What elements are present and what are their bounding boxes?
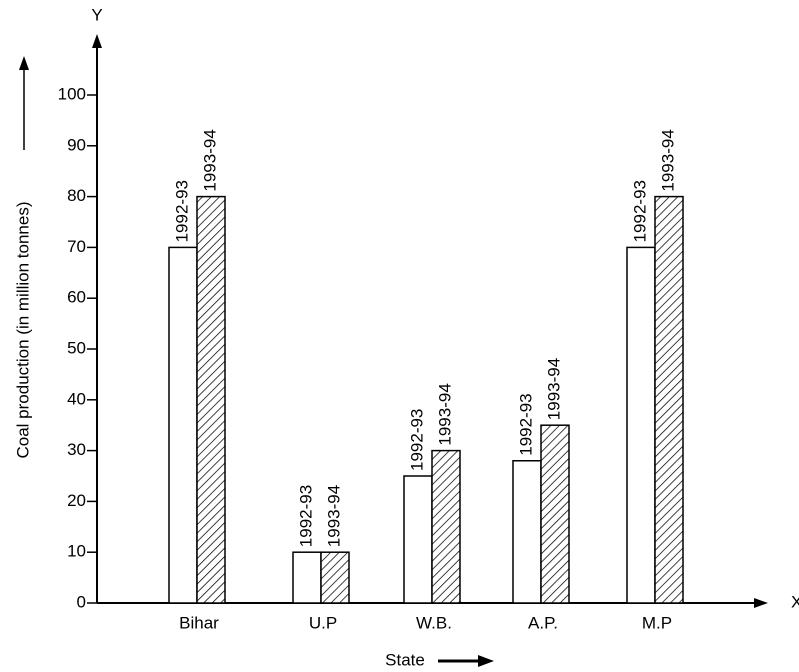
bar-series-label: 1993-94 bbox=[200, 129, 219, 191]
x-axis-letter: X bbox=[791, 592, 799, 611]
bar bbox=[403, 475, 433, 604]
x-tick-label: Bihar bbox=[179, 613, 219, 632]
bar-series-label: 1993-94 bbox=[324, 485, 343, 547]
bar-series-label: 1993-94 bbox=[544, 358, 563, 420]
x-axis-title: State bbox=[385, 650, 425, 669]
y-axis-letter: Y bbox=[91, 5, 102, 24]
y-tick-label: 50 bbox=[67, 338, 86, 357]
bar bbox=[320, 551, 350, 604]
x-axis-arrow bbox=[754, 598, 768, 608]
y-tick-label: 10 bbox=[67, 542, 86, 561]
y-title-arrowhead bbox=[19, 56, 29, 70]
bar bbox=[512, 460, 542, 604]
bar bbox=[626, 246, 656, 604]
bar-series-label: 1993-94 bbox=[658, 129, 677, 191]
y-tick-label: 90 bbox=[67, 135, 86, 154]
y-tick-label: 20 bbox=[67, 491, 86, 510]
bar bbox=[540, 424, 570, 604]
y-axis-arrow bbox=[92, 34, 102, 48]
y-tick-label: 100 bbox=[58, 84, 86, 103]
x-title-arrowhead bbox=[478, 655, 494, 667]
bar bbox=[431, 449, 461, 604]
y-tick-label: 70 bbox=[67, 237, 86, 256]
bar-series-label: 1992-93 bbox=[516, 393, 535, 455]
y-tick-label: 30 bbox=[67, 440, 86, 459]
y-tick-label: 80 bbox=[67, 186, 86, 205]
bar-series-label: 1992-93 bbox=[172, 180, 191, 242]
y-tick-label: 40 bbox=[67, 389, 86, 408]
y-axis-title: Coal production (in million tonnes) bbox=[13, 201, 32, 458]
bar bbox=[292, 551, 322, 604]
bar-series-label: 1992-93 bbox=[296, 485, 315, 547]
x-tick-label: A.P. bbox=[528, 613, 558, 632]
bar bbox=[168, 246, 198, 604]
bar bbox=[654, 195, 684, 604]
y-tick-label: 0 bbox=[77, 592, 86, 611]
bar-series-label: 1992-93 bbox=[630, 180, 649, 242]
x-tick-label: W.B. bbox=[416, 613, 452, 632]
bar-series-label: 1992-93 bbox=[407, 409, 426, 471]
bar-series-label: 1993-94 bbox=[435, 383, 454, 445]
x-tick-label: M.P bbox=[642, 613, 672, 632]
x-tick-label: U.P bbox=[309, 613, 337, 632]
bar bbox=[196, 195, 226, 604]
y-tick-label: 60 bbox=[67, 288, 86, 307]
